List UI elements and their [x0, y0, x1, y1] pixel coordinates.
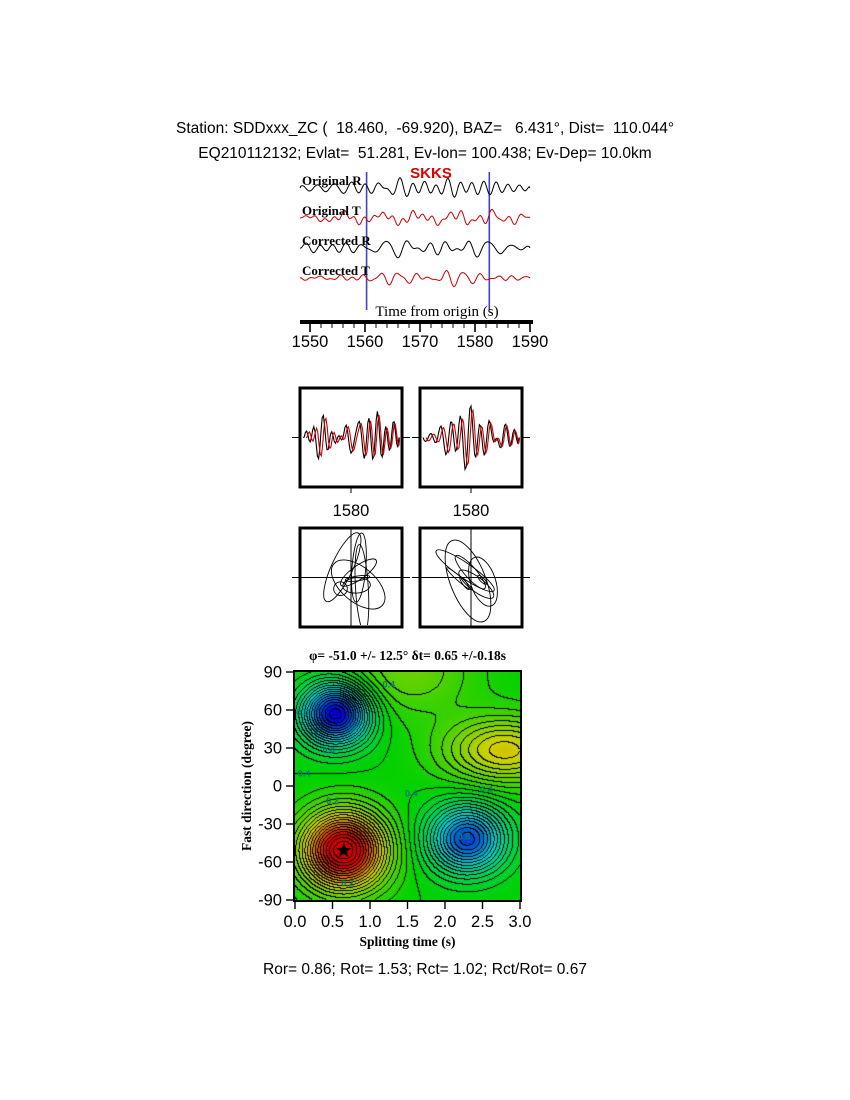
time-tick-label: 1590	[512, 333, 549, 351]
particle-ellipse	[351, 532, 367, 603]
comparison-trace-black	[422, 404, 520, 472]
contour-value-label: 0.6	[323, 746, 336, 756]
time-axis-label: Time from origin (s)	[375, 304, 498, 320]
error-surface-frame	[293, 670, 522, 902]
particle-ellipse	[354, 544, 370, 625]
header-line-1: Station: SDDxxx_ZC ( 18.460, -69.920), B…	[175, 120, 675, 137]
comparison-trace-black	[302, 411, 400, 461]
particle-ellipse	[330, 559, 386, 610]
particle-panel-frame	[418, 526, 524, 629]
trace-label: Corrected T	[302, 263, 370, 278]
window-waveforms	[302, 411, 400, 461]
comparison-trace-red	[305, 414, 400, 458]
header-line-2: EQ210112132; Evlat= 51.281, Ev-lon= 100.…	[198, 145, 652, 162]
contour-value-label: 0.8	[458, 832, 471, 842]
phi-tick-label: 60	[264, 702, 282, 720]
splitting-result-title: φ= -51.0 +/- 12.5° δt= 0.65 +/-0.18s	[308, 648, 507, 663]
particle-ellipse	[340, 558, 377, 587]
contour-value-label: 0.2	[341, 879, 354, 889]
analysis-panels: 1580 1580	[280, 380, 550, 660]
contour-value-label: 0.4	[383, 680, 396, 690]
x-axis-label: Splitting time (s)	[359, 934, 456, 949]
trace-label: Original R	[302, 173, 362, 188]
dt-tick-label: 1.0	[359, 913, 382, 931]
contour-value-label: 0.5	[296, 708, 309, 718]
window-waveforms	[422, 404, 520, 472]
dt-tick-label: 2.0	[434, 913, 457, 931]
window-panel-frame	[418, 386, 524, 489]
trace-label: Corrected R	[302, 233, 371, 248]
phi-tick-label: -60	[258, 854, 282, 872]
seismogram-panel: Original R Original T Corrected R Corrected…	[280, 164, 550, 364]
error-surface-canvas	[295, 672, 520, 900]
dt-tick-label: 1.5	[396, 913, 419, 931]
particle-panel-frame	[298, 526, 404, 629]
contour-value-label: 0.4	[405, 789, 418, 799]
dt-tick-label: 2.5	[471, 913, 494, 931]
dt-tick-label: 3.0	[509, 913, 532, 931]
phi-tick-label: 0	[273, 778, 282, 796]
comparison-trace-red	[425, 408, 520, 467]
particle-ellipse	[323, 532, 362, 603]
time-tick-label: 1560	[347, 333, 384, 351]
trace-original-r	[299, 177, 531, 198]
phi-tick-label: -30	[258, 816, 282, 834]
phi-tick-label: 30	[264, 740, 282, 758]
particle-ellipse	[468, 556, 498, 607]
particle-ellipse	[444, 539, 492, 623]
phi-tick-label: -90	[258, 892, 282, 910]
window-tick-label: 1580	[333, 502, 370, 520]
window-tick-label: 1580	[453, 502, 490, 520]
phi-tick-label: 90	[264, 664, 282, 682]
contour-axes-decoration: 90 60 30 0 -30 -60 -900.0 0.5 1.0 1.5 2.0 2.5 3.0 0.5…	[258, 664, 532, 932]
particle-ellipse	[333, 581, 348, 597]
trace-corrected-t	[299, 269, 531, 288]
best-fit-star	[336, 842, 352, 858]
trace-corrected-r	[299, 240, 531, 259]
contour-value-label: 0.4	[480, 785, 493, 795]
window-panel-frame	[298, 386, 404, 489]
trace-label: Original T	[302, 203, 361, 218]
contour-value-label: 0.2	[326, 796, 339, 806]
dt-tick-label: 0.5	[321, 913, 344, 931]
trace-original-t	[299, 208, 531, 226]
particle-ellipse	[458, 569, 495, 599]
time-tick-label: 1570	[402, 333, 439, 351]
phase-label: SKKS	[410, 165, 452, 182]
footer-stats: Ror= 0.86; Rot= 1.53; Rct= 1.02; Rct/Rot…	[263, 961, 587, 978]
dt-tick-label: 0.0	[284, 913, 307, 931]
time-tick-label: 1550	[292, 333, 329, 351]
time-tick-label: 1580	[457, 333, 494, 351]
contour-value-label: 0.4	[298, 768, 311, 778]
